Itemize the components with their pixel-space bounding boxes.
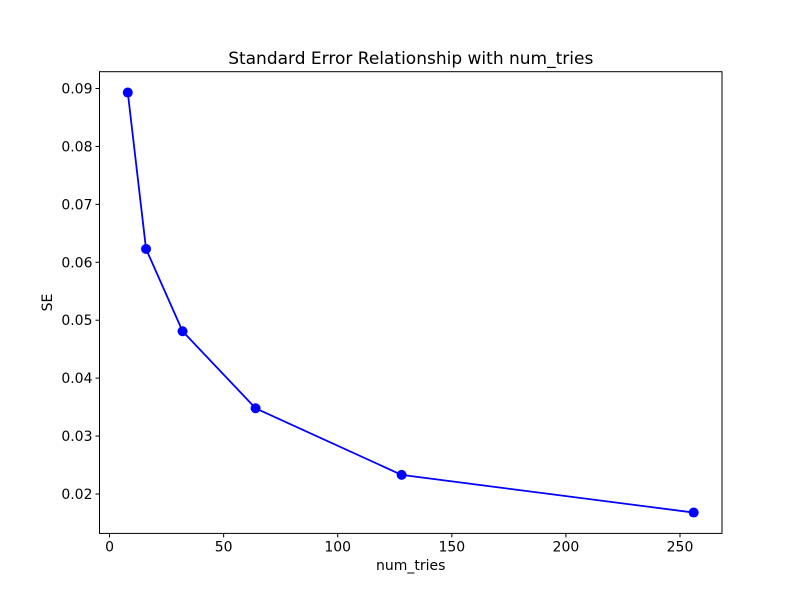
data-point-marker: [688, 507, 699, 518]
se-line-series: [126, 92, 694, 514]
y-tick-label: 0.05: [61, 313, 92, 329]
data-point-marker: [122, 87, 133, 98]
y-tick-label: 0.09: [61, 81, 92, 97]
x-tick-label: 100: [324, 539, 351, 555]
data-point-marker: [396, 469, 407, 480]
y-tick-label: 0.07: [61, 197, 92, 213]
y-tick-label: 0.03: [61, 429, 92, 445]
data-point-marker: [250, 403, 261, 414]
y-tick-label: 0.08: [61, 139, 92, 155]
x-tick-label: 200: [553, 539, 580, 555]
x-axis-label: num_tries: [376, 558, 445, 574]
x-tick-label: 150: [438, 539, 465, 555]
y-tick-label: 0.02: [61, 487, 92, 503]
plot-area-border: [99, 71, 723, 534]
chart-title: Standard Error Relationship with num_tri…: [228, 49, 593, 69]
y-tick-label: 0.04: [61, 371, 92, 387]
x-tick-label: 250: [667, 539, 694, 555]
y-tick-label: 0.06: [61, 255, 92, 271]
data-point-marker: [141, 243, 152, 254]
x-tick-label: 50: [215, 539, 233, 555]
y-axis-label: SE: [40, 294, 56, 312]
x-tick-label: 0: [105, 539, 114, 555]
data-point-marker: [177, 326, 188, 337]
